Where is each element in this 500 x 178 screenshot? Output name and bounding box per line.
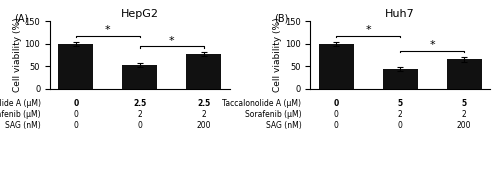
Text: 0: 0	[73, 99, 78, 108]
Text: 0: 0	[334, 99, 339, 108]
Bar	[122, 65, 158, 89]
Y-axis label: Cell viability (%): Cell viability (%)	[13, 18, 22, 93]
Text: *: *	[430, 40, 435, 50]
Text: 200: 200	[196, 121, 211, 130]
Bar	[186, 54, 222, 89]
Title: Huh7: Huh7	[386, 9, 415, 19]
Text: 0: 0	[138, 121, 142, 130]
Title: HepG2: HepG2	[121, 9, 159, 19]
Text: *: *	[105, 25, 110, 35]
Text: 5: 5	[462, 99, 467, 108]
Text: 2.5: 2.5	[197, 99, 210, 108]
Bar	[58, 44, 94, 89]
Text: 2: 2	[138, 110, 142, 119]
Text: 2: 2	[202, 110, 206, 119]
Text: Sorafenib (μM): Sorafenib (μM)	[245, 110, 302, 119]
Text: 0: 0	[334, 121, 338, 130]
Text: Taccalonolide A (μM): Taccalonolide A (μM)	[222, 99, 302, 108]
Text: SAG (nM): SAG (nM)	[6, 121, 41, 130]
Text: 0: 0	[74, 110, 78, 119]
Text: 2: 2	[462, 110, 466, 119]
Text: (A): (A)	[14, 13, 28, 23]
Text: 0: 0	[74, 121, 78, 130]
Text: 2: 2	[398, 110, 402, 119]
Text: 0: 0	[398, 121, 402, 130]
Bar	[446, 59, 482, 89]
Text: Taccalonolide A (μM): Taccalonolide A (μM)	[0, 99, 41, 108]
Bar	[318, 44, 354, 89]
Text: Sorafenib (μM): Sorafenib (μM)	[0, 110, 41, 119]
Text: *: *	[169, 36, 174, 46]
Text: 0: 0	[334, 110, 338, 119]
Text: 200: 200	[457, 121, 471, 130]
Bar	[382, 69, 418, 89]
Text: 5: 5	[398, 99, 403, 108]
Y-axis label: Cell viability (%): Cell viability (%)	[273, 18, 282, 93]
Text: 2.5: 2.5	[133, 99, 146, 108]
Text: *: *	[366, 25, 371, 35]
Text: (B): (B)	[274, 13, 289, 23]
Text: SAG (nM): SAG (nM)	[266, 121, 302, 130]
